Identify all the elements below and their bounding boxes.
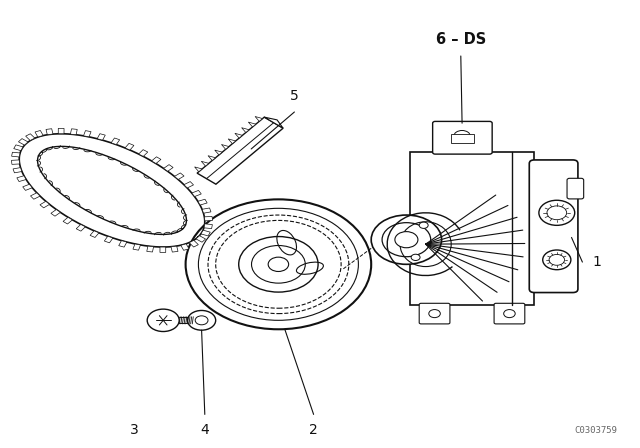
Polygon shape: [202, 161, 209, 166]
Polygon shape: [147, 246, 154, 252]
Polygon shape: [26, 134, 35, 141]
Polygon shape: [19, 138, 28, 145]
Polygon shape: [242, 128, 249, 133]
Polygon shape: [97, 134, 106, 140]
Polygon shape: [198, 199, 207, 205]
Polygon shape: [125, 143, 134, 150]
Polygon shape: [160, 247, 166, 252]
Polygon shape: [264, 117, 283, 128]
Polygon shape: [152, 157, 161, 164]
Circle shape: [186, 199, 371, 329]
Text: 4: 4: [200, 423, 209, 437]
Polygon shape: [104, 236, 113, 243]
Text: 3: 3: [130, 423, 139, 437]
Polygon shape: [139, 150, 148, 156]
Polygon shape: [195, 167, 202, 172]
Polygon shape: [46, 129, 53, 135]
FancyBboxPatch shape: [419, 303, 450, 324]
Polygon shape: [40, 201, 49, 208]
Circle shape: [429, 310, 440, 318]
Text: C0303759: C0303759: [575, 426, 618, 435]
Polygon shape: [215, 150, 222, 155]
Polygon shape: [12, 160, 20, 164]
Circle shape: [539, 200, 575, 225]
Polygon shape: [63, 217, 72, 224]
Text: 6 – DS: 6 – DS: [436, 32, 486, 47]
Circle shape: [252, 246, 305, 283]
Text: 1: 1: [592, 255, 601, 269]
Polygon shape: [17, 176, 26, 181]
Polygon shape: [76, 224, 85, 231]
Circle shape: [543, 250, 571, 270]
Circle shape: [195, 316, 208, 325]
Polygon shape: [35, 130, 44, 137]
Text: 2: 2: [309, 423, 318, 437]
Polygon shape: [248, 122, 256, 127]
Polygon shape: [221, 145, 229, 149]
Polygon shape: [196, 236, 205, 242]
Polygon shape: [175, 173, 184, 180]
Polygon shape: [184, 181, 193, 188]
Circle shape: [268, 257, 289, 271]
Polygon shape: [12, 152, 20, 157]
Polygon shape: [58, 129, 64, 134]
Polygon shape: [228, 139, 236, 144]
Circle shape: [395, 232, 418, 248]
Polygon shape: [118, 241, 127, 247]
Circle shape: [239, 237, 318, 292]
Polygon shape: [31, 193, 40, 199]
Text: 5: 5: [290, 89, 299, 103]
Polygon shape: [90, 231, 99, 237]
Polygon shape: [164, 164, 173, 171]
Polygon shape: [133, 244, 141, 250]
Circle shape: [147, 309, 179, 332]
Polygon shape: [51, 210, 60, 216]
Bar: [410, 152, 534, 305]
Circle shape: [504, 310, 515, 318]
Circle shape: [454, 130, 470, 142]
Polygon shape: [201, 230, 211, 236]
Polygon shape: [13, 168, 22, 173]
Circle shape: [371, 215, 442, 264]
Polygon shape: [197, 117, 283, 184]
Polygon shape: [202, 208, 211, 213]
Circle shape: [411, 254, 420, 260]
Polygon shape: [208, 156, 216, 160]
Polygon shape: [189, 240, 198, 247]
FancyBboxPatch shape: [567, 178, 584, 199]
Circle shape: [549, 254, 564, 265]
Circle shape: [382, 223, 431, 257]
Polygon shape: [171, 246, 178, 252]
FancyBboxPatch shape: [494, 303, 525, 324]
Circle shape: [188, 310, 216, 330]
Polygon shape: [204, 216, 212, 221]
Polygon shape: [235, 134, 243, 138]
Polygon shape: [255, 116, 262, 121]
Polygon shape: [22, 184, 32, 190]
Bar: [451, 134, 474, 143]
Circle shape: [419, 222, 428, 228]
Circle shape: [547, 206, 566, 220]
Polygon shape: [111, 138, 120, 145]
Polygon shape: [13, 145, 23, 151]
Polygon shape: [192, 190, 202, 197]
Polygon shape: [70, 129, 77, 135]
FancyBboxPatch shape: [433, 121, 492, 154]
Polygon shape: [180, 244, 189, 250]
FancyBboxPatch shape: [529, 160, 578, 293]
Polygon shape: [204, 224, 212, 228]
Polygon shape: [83, 131, 91, 137]
